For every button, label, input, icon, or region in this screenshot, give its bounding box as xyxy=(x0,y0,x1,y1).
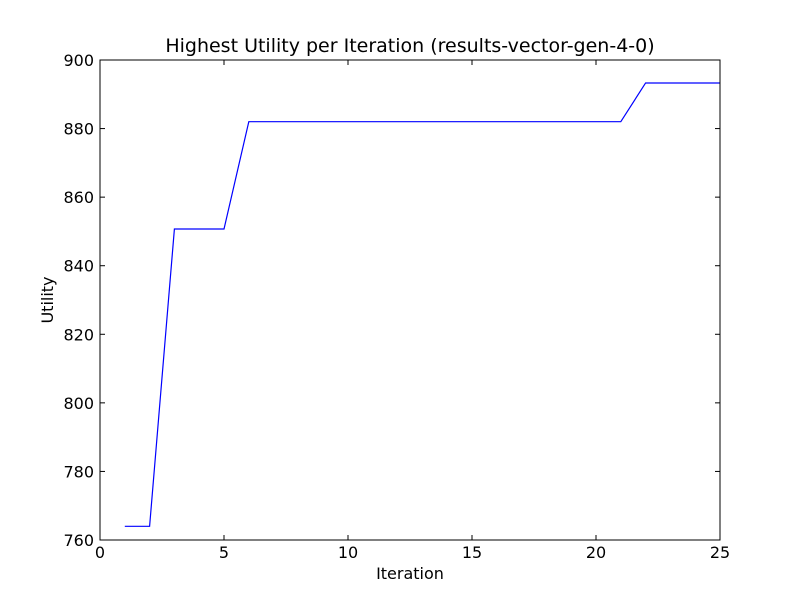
x-tick-label: 15 xyxy=(462,543,482,562)
y-tick-label: 820 xyxy=(63,325,94,344)
x-tick-label: 0 xyxy=(95,543,105,562)
x-tick-label: 10 xyxy=(338,543,358,562)
y-tick-label: 800 xyxy=(63,394,94,413)
y-tick-label: 780 xyxy=(63,462,94,481)
y-axis-label: Utility xyxy=(38,276,57,323)
y-tick-label: 840 xyxy=(63,257,94,276)
y-tick-label: 760 xyxy=(63,531,94,550)
series-line-0 xyxy=(124,82,720,527)
y-tick-label: 860 xyxy=(63,188,94,207)
x-tick-label: 20 xyxy=(586,543,606,562)
plot-area: 0 5 10 15 20 25 760 780 800 820 840 860 880 900 xyxy=(63,51,730,562)
y-tick-label: 880 xyxy=(63,120,94,139)
chart-title: Highest Utility per Iteration (results-v… xyxy=(165,35,654,57)
x-axis-label: Iteration xyxy=(376,564,444,583)
y-tick-label: 900 xyxy=(63,51,94,70)
x-tick-label: 5 xyxy=(219,543,229,562)
x-tick-label: 25 xyxy=(710,543,730,562)
plot-frame xyxy=(99,59,721,541)
